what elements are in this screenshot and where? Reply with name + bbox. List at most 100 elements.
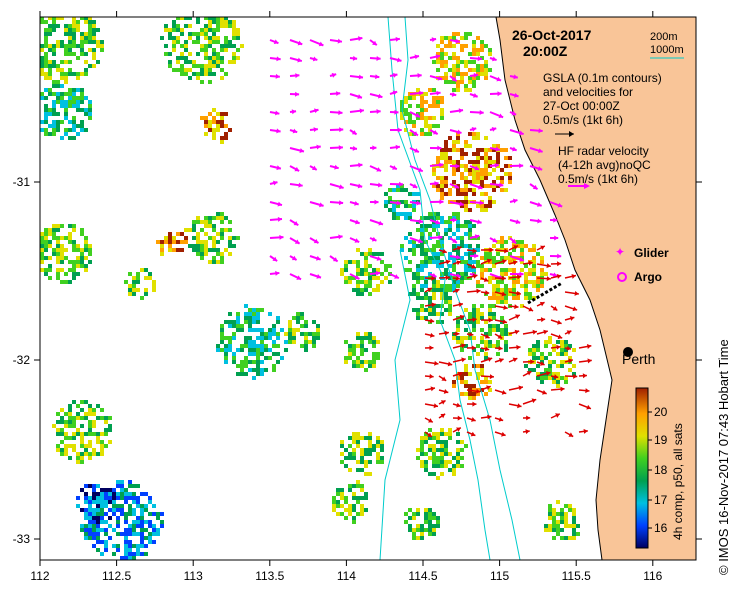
sst-pixel [44, 112, 48, 116]
sst-pixel [80, 120, 84, 124]
sst-pixel [192, 40, 196, 44]
sst-pixel [428, 448, 432, 452]
sst-pixel [80, 248, 84, 252]
sst-pixel [492, 184, 496, 188]
sst-pixel [84, 516, 88, 520]
sst-pixel [400, 184, 404, 188]
sst-pixel [236, 372, 240, 376]
sst-pixel [76, 4, 80, 8]
sst-pixel [348, 512, 352, 516]
sst-pixel [256, 348, 260, 352]
sst-pixel [476, 48, 480, 52]
sst-pixel [180, 52, 184, 56]
sst-pixel [472, 308, 476, 312]
sst-pixel [128, 284, 132, 288]
sst-pixel [128, 524, 132, 528]
gsla-line-1: GSLA (0.1m contours) [543, 71, 662, 85]
sst-pixel [256, 368, 260, 372]
sst-pixel [408, 260, 412, 264]
sst-pixel [380, 272, 384, 276]
sst-pixel [500, 168, 504, 172]
sst-pixel [224, 48, 228, 52]
colorbar-tick-label: 17 [654, 493, 668, 507]
sst-pixel [72, 40, 76, 44]
sst-pixel [480, 204, 484, 208]
sst-pixel [556, 520, 560, 524]
sst-pixel [216, 36, 220, 40]
sst-pixel [476, 180, 480, 184]
sst-pixel [80, 48, 84, 52]
sst-pixel [364, 280, 368, 284]
hf-arrow-head [428, 418, 433, 423]
sst-pixel [464, 444, 468, 448]
sst-pixel [200, 248, 204, 252]
sst-pixel [436, 456, 440, 460]
sst-pixel [552, 508, 556, 512]
sst-pixel [252, 308, 256, 312]
sst-pixel [488, 172, 492, 176]
sst-pixel [100, 432, 104, 436]
sst-pixel [40, 68, 44, 72]
sst-pixel [104, 540, 108, 544]
sst-pixel [296, 316, 300, 320]
sst-pixel [364, 332, 368, 336]
sst-pixel [236, 56, 240, 60]
sst-pixel [532, 352, 536, 356]
sst-pixel [424, 292, 428, 296]
sst-pixel [304, 348, 308, 352]
sst-pixel [68, 424, 72, 428]
sst-pixel [204, 132, 208, 136]
sst-pixel [52, 112, 56, 116]
sst-pixel [212, 20, 216, 24]
sst-pixel [72, 248, 76, 252]
sst-pixel [492, 312, 496, 316]
sst-pixel [512, 288, 516, 292]
sst-pixel [368, 472, 372, 476]
sst-pixel [216, 240, 220, 244]
sst-pixel [216, 40, 220, 44]
sst-pixel [392, 208, 396, 212]
sst-pixel [88, 424, 92, 428]
sst-pixel [96, 524, 100, 528]
sst-pixel [492, 316, 496, 320]
sst-pixel [460, 456, 464, 460]
sst-pixel [96, 440, 100, 444]
sst-pixel [540, 268, 544, 272]
sst-pixel [440, 312, 444, 316]
gsla-scale-arrow [555, 131, 574, 137]
sst-pixel [428, 520, 432, 524]
sst-pixel [524, 264, 528, 268]
sst-pixel [468, 60, 472, 64]
sst-pixel [560, 516, 564, 520]
sst-pixel [72, 228, 76, 232]
sst-pixel [244, 304, 248, 308]
sst-pixel [88, 444, 92, 448]
sst-pixel [96, 532, 100, 536]
sst-pixel [476, 156, 480, 160]
sst-pixel [36, 16, 40, 20]
sst-pixel [484, 320, 488, 324]
sst-pixel [440, 452, 444, 456]
sst-pixel [44, 240, 48, 244]
gsla-arrow-head [336, 91, 341, 97]
sst-pixel [228, 60, 232, 64]
sst-pixel [372, 268, 376, 272]
sst-pixel [200, 28, 204, 32]
sst-pixel [356, 288, 360, 292]
sst-pixel [460, 164, 464, 168]
sst-pixel [100, 488, 104, 492]
sst-pixel [488, 204, 492, 208]
gsla-arrow-head [495, 146, 500, 152]
sst-pixel [456, 280, 460, 284]
sst-pixel [64, 420, 68, 424]
sst-pixel [264, 368, 268, 372]
hf-scale-arrow [568, 183, 590, 189]
sst-pixel [572, 536, 576, 540]
sst-pixel [444, 44, 448, 48]
gsla-arrow-head [316, 255, 321, 261]
sst-pixel [84, 12, 88, 16]
sst-pixel [272, 340, 276, 344]
hf-arrow-head [498, 416, 504, 422]
sst-pixel [48, 240, 52, 244]
sst-pixel [348, 436, 352, 440]
